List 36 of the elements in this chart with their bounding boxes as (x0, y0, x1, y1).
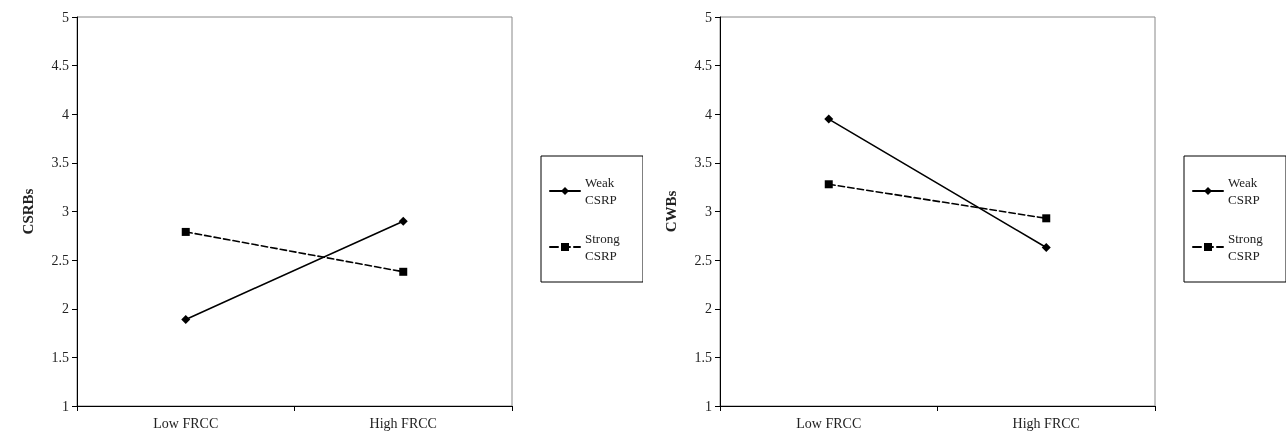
y-tick-label: 1 (62, 398, 69, 414)
point (181, 227, 190, 236)
y-tick-label: 2 (705, 301, 712, 317)
point (824, 114, 834, 124)
point (824, 180, 833, 189)
point (181, 314, 191, 324)
y-tick-label: 3.5 (51, 155, 69, 171)
point (399, 267, 408, 276)
point (1042, 214, 1051, 223)
point (1041, 242, 1051, 252)
legend-label: Weak CSRP (585, 175, 618, 207)
y-tick-label: 4 (62, 106, 69, 122)
y-tick-label: 4.5 (694, 58, 712, 74)
legend-label: Strong CSRP (585, 231, 623, 263)
point (398, 216, 408, 226)
legend-label: Strong CSRP (1228, 231, 1266, 263)
y-tick-label: 3 (705, 204, 712, 219)
y-tick-label: 1 (705, 398, 712, 414)
y-tick-label: 5 (705, 9, 712, 25)
y-tick-label: 3 (62, 204, 69, 219)
y-axis-title: CSRBs (19, 188, 36, 235)
y-tick-label: 2 (62, 301, 69, 317)
y-tick-label: 1.5 (694, 349, 712, 365)
y-tick-label: 1.5 (51, 349, 69, 365)
y-tick-label: 2.5 (694, 252, 712, 268)
x-tick-label: High FRCC (369, 415, 437, 431)
x-tick-label: High FRCC (1012, 415, 1080, 431)
y-tick-label: 4.5 (51, 58, 69, 74)
y-tick-label: 4 (705, 106, 712, 122)
y-tick-label: 5 (62, 9, 69, 25)
y-tick-label: 2.5 (51, 252, 69, 268)
legend-label: Weak CSRP (1228, 175, 1261, 207)
x-tick-label: Low FRCC (153, 415, 219, 431)
x-tick-label: Low FRCC (796, 415, 862, 431)
y-axis-title: CWBs (662, 190, 679, 233)
y-tick-label: 3.5 (694, 155, 712, 171)
